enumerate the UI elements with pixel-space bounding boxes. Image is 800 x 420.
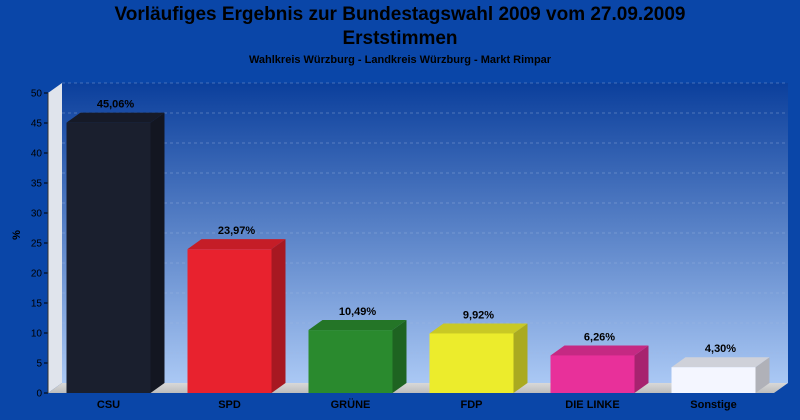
y-tick-label: 50 bbox=[31, 89, 43, 100]
bar-top bbox=[187, 239, 286, 250]
data-label: 9,92% bbox=[463, 309, 494, 321]
y-tick-label: 5 bbox=[36, 359, 42, 370]
chart-subtitle: Wahlkreis Würzburg - Landkreis Würzburg … bbox=[248, 54, 552, 66]
bar-spd bbox=[187, 249, 272, 393]
x-tick-label: FDP bbox=[461, 399, 483, 411]
plot-side-wall bbox=[48, 83, 62, 393]
x-tick-label: Sonstige bbox=[690, 399, 736, 411]
bar-top bbox=[429, 323, 528, 334]
bar-side bbox=[271, 239, 286, 393]
y-tick-label: 40 bbox=[31, 149, 43, 160]
bar-side bbox=[150, 112, 165, 393]
y-tick-label: 15 bbox=[31, 299, 43, 310]
bar-top bbox=[671, 357, 770, 368]
x-tick-label: DIE LINKE bbox=[565, 399, 619, 411]
x-tick-label: GRÜNE bbox=[331, 398, 371, 411]
bar-fdp bbox=[429, 333, 514, 393]
chart-title-line2: Erststimmen bbox=[342, 28, 458, 49]
bar-top bbox=[550, 345, 649, 356]
bar-side bbox=[392, 320, 407, 393]
y-tick-label: 45 bbox=[31, 119, 43, 130]
bar-top bbox=[66, 112, 165, 123]
chart-title: Vorläufiges Ergebnis zur Bundestagswahl … bbox=[114, 4, 686, 25]
bar-gr-ne bbox=[308, 330, 393, 393]
data-label: 6,26% bbox=[584, 331, 615, 343]
y-tick-label: 30 bbox=[31, 209, 43, 220]
data-label: 45,06% bbox=[97, 99, 135, 111]
y-tick-label: 20 bbox=[31, 269, 43, 280]
y-tick-label: 10 bbox=[31, 329, 43, 340]
data-label: 10,49% bbox=[339, 306, 377, 318]
y-axis-label: % bbox=[11, 230, 23, 240]
y-tick-label: 25 bbox=[31, 239, 43, 250]
data-label: 23,97% bbox=[218, 225, 256, 237]
bar-side bbox=[755, 357, 770, 393]
y-tick-label: 35 bbox=[31, 179, 43, 190]
bar-die-linke bbox=[550, 355, 635, 393]
x-tick-label: CSU bbox=[97, 399, 120, 411]
y-tick-label: 0 bbox=[36, 389, 42, 400]
bar-sonstige bbox=[671, 367, 756, 393]
data-label: 4,30% bbox=[705, 343, 736, 355]
bar-side bbox=[513, 323, 528, 393]
x-tick-label: SPD bbox=[218, 399, 241, 411]
bar-csu bbox=[66, 122, 151, 393]
bar-side bbox=[634, 345, 649, 393]
bar-top bbox=[308, 320, 407, 331]
